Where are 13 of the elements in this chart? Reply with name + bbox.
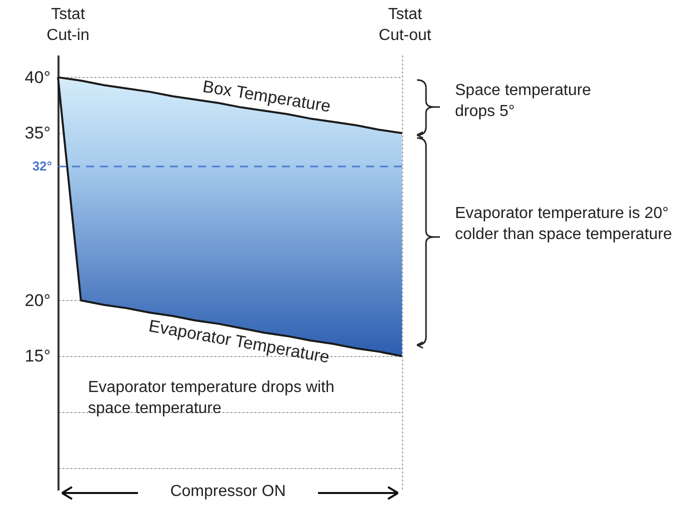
- annotation: Evaporator temperature drops with space temperature: [88, 378, 336, 419]
- y-tick-label: 20°: [24, 290, 50, 310]
- y-tick-label: 15°: [24, 346, 50, 366]
- text: Evaporator temperature is 20° colder than space temperature: [455, 204, 674, 245]
- text: Box Temperature: [201, 76, 332, 116]
- text: Evaporator Temperature: [147, 316, 331, 367]
- y-tick-label: 35°: [24, 124, 50, 143]
- y-tick-label: 40°: [24, 68, 50, 87]
- text: Tstat Cut-out: [378, 5, 432, 46]
- text: Space temperature drops 5°: [455, 81, 592, 122]
- annotation: Compressor ON: [169, 482, 287, 502]
- ref-line-label: 32°: [32, 158, 52, 174]
- text: Tstat Cut-in: [46, 5, 90, 46]
